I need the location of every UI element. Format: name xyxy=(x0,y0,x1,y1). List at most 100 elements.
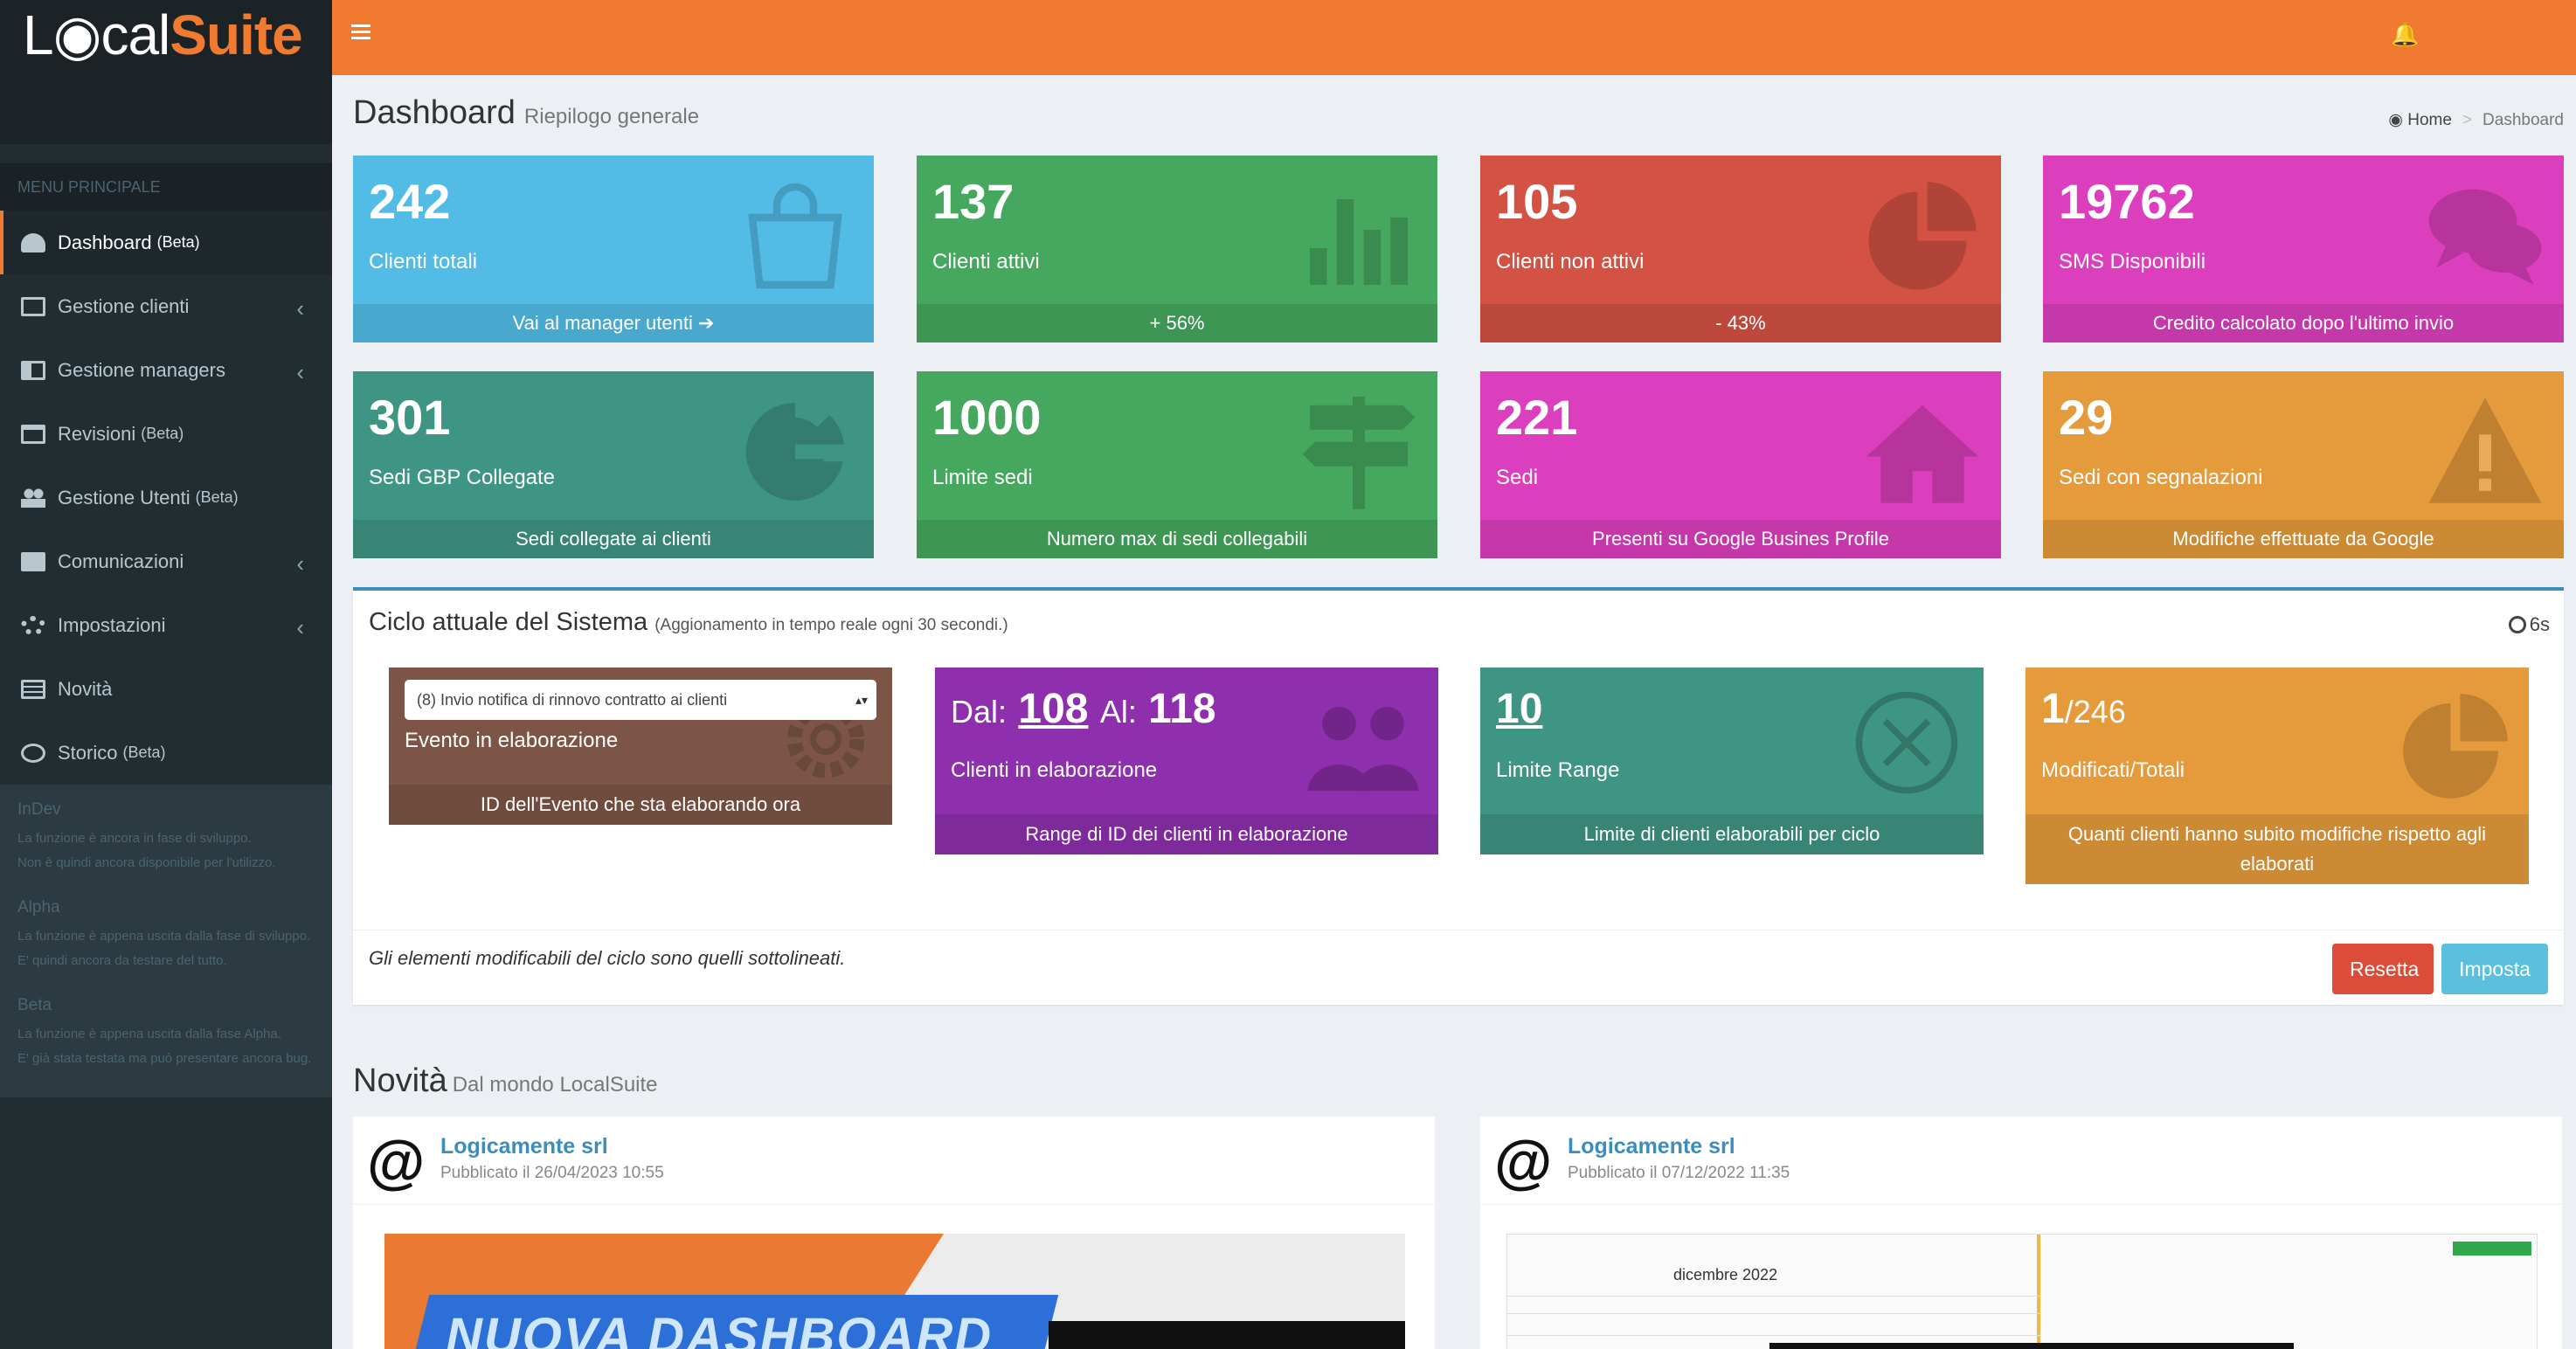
news-post: @ Logicamente srl Pubblicato il 26/04/20… xyxy=(353,1117,1435,1349)
breadcrumb-home[interactable]: Home xyxy=(2407,111,2452,129)
limit-value[interactable]: 10 xyxy=(1496,686,1543,732)
stat-value: 221 xyxy=(1496,390,1578,445)
dashboard-icon xyxy=(21,232,45,253)
chevron-left-icon: ‹ xyxy=(296,550,304,577)
cycle-panel: Ciclo attuale del Sistema (Aggionamento … xyxy=(353,587,2564,1005)
sidebar-item-storico[interactable]: Storico (Beta) xyxy=(0,721,332,785)
sidebar-item-label: Impostazioni xyxy=(58,613,166,636)
news-title: Novità xyxy=(353,1062,447,1099)
breadcrumb: ◉ Home > Dashboard xyxy=(2388,110,2564,130)
sidebar-item-novita[interactable]: Novità xyxy=(0,657,332,721)
legend-line: E' già stata testata ma può presentare a… xyxy=(17,1051,312,1066)
sidebar-item-badge: (Beta) xyxy=(122,744,166,761)
range-from-value[interactable]: 108 xyxy=(1018,686,1089,732)
calendar-row xyxy=(1507,1296,2040,1297)
legend-line: La funzione è appena uscita dalla fase d… xyxy=(17,929,311,944)
client-card-icon xyxy=(21,296,45,316)
legend-line: E' quindi ancora da testare del tutto. xyxy=(17,953,227,968)
chevron-left-icon: ‹ xyxy=(296,614,304,640)
range-footer: Range di ID dei clienti in elaborazione xyxy=(935,814,1438,854)
bar-chart-icon xyxy=(1310,199,1408,285)
timer-value: 6s xyxy=(2529,613,2550,635)
shopping-bag-icon xyxy=(748,183,842,289)
legend-description: La funzione è appena uscita dalla fase A… xyxy=(17,1022,315,1071)
at-sign-icon: @ xyxy=(367,1129,426,1195)
set-button[interactable]: Imposta xyxy=(2441,944,2548,994)
range-label: Clienti in elaborazione xyxy=(951,758,1158,782)
sidebar-item-gestione-managers[interactable]: Gestione managers ‹ xyxy=(0,338,332,402)
image-dark-block xyxy=(1049,1321,1405,1349)
post-date: Pubblicato il 07/12/2022 11:35 xyxy=(1568,1164,1790,1182)
logo[interactable]: L◉calSuite xyxy=(0,0,332,144)
gear-icon xyxy=(21,615,45,635)
post-author[interactable]: Logicamente srl xyxy=(1568,1134,1735,1159)
sidebar-item-badge: (Beta) xyxy=(156,233,200,251)
stat-footer: Sedi collegate ai clienti xyxy=(353,520,874,558)
stat-value: 29 xyxy=(2059,390,2114,445)
limit-footer: Limite di clienti elaborabili per ciclo xyxy=(1480,814,1984,854)
post-author[interactable]: Logicamente srl xyxy=(440,1134,608,1159)
dashboard-icon: ◉ xyxy=(2388,111,2408,129)
range-to-value: 118 xyxy=(1148,686,1216,732)
range-to-label: Al: xyxy=(1099,694,1137,730)
post-divider xyxy=(353,1204,1435,1205)
news-subtitle: Dal mondo LocalSuite xyxy=(452,1073,658,1096)
sidebar-item-revisioni[interactable]: Revisioni (Beta) xyxy=(0,402,332,466)
post-image[interactable]: NUOVA DASHBOARD xyxy=(384,1234,1405,1349)
calendar-row xyxy=(1507,1335,2040,1336)
bell-icon[interactable]: 🔔 xyxy=(2391,21,2420,47)
page-title: Dashboard xyxy=(353,94,516,131)
cycle-title: Ciclo attuale del Sistema (Aggionamento … xyxy=(369,608,1008,637)
event-select[interactable]: (8) Invio notifica di rinnovo contratto … xyxy=(405,680,876,720)
reset-button[interactable]: Resetta xyxy=(2332,944,2434,994)
stat-label: Sedi GBP Collegate xyxy=(369,466,556,489)
at-sign-icon: @ xyxy=(1494,1129,1553,1195)
limit-box: 10 Limite Range Limite di clienti elabor… xyxy=(1480,668,1984,854)
modified-label: Modificati/Totali xyxy=(2041,758,2185,782)
modified-box: 1/246 Modificati/Totali Quanti clienti h… xyxy=(2025,668,2529,884)
stat-value: 105 xyxy=(1496,174,1578,229)
sidebar-item-comunicazioni[interactable]: Comunicazioni ‹ xyxy=(0,529,332,593)
stat-footer: Credito calcolato dopo l'ultimo invio xyxy=(2043,304,2564,342)
stat-label: Sedi xyxy=(1496,466,1539,489)
calendar-month: dicembre 2022 xyxy=(1673,1266,1778,1283)
news-header: Novità Dal mondo LocalSuite xyxy=(353,1062,658,1100)
page-subtitle: Riepilogo generale xyxy=(523,105,700,128)
close-circle-icon xyxy=(1855,691,1958,794)
calendar-preview: dicembre 2022 xyxy=(1507,1235,2040,1349)
refresh-timer: 6s xyxy=(2508,613,2550,636)
sidebar-item-impostazioni[interactable]: Impostazioni ‹ xyxy=(0,593,332,657)
image-headline: NUOVA DASHBOARD xyxy=(446,1308,994,1349)
stat-value: 242 xyxy=(369,174,451,229)
sidebar-item-badge: (Beta) xyxy=(141,425,184,442)
image-green-tag xyxy=(2453,1242,2531,1256)
sidebar-item-dashboard[interactable]: Dashboard (Beta) xyxy=(0,211,332,274)
post-image[interactable]: dicembre 2022 xyxy=(1506,1234,2538,1349)
stat-label: Limite sedi xyxy=(932,466,1033,489)
sidebar-item-label: Gestione Utenti xyxy=(58,486,190,508)
range-box: Dal: 108 Al: 118 Clienti in elaborazione… xyxy=(935,668,1438,854)
stat-footer-link[interactable]: Vai al manager utenti ➔ xyxy=(353,304,874,342)
post-date: Pubblicato il 26/04/2023 10:55 xyxy=(440,1164,664,1182)
sidebar-item-gestione-utenti[interactable]: Gestione Utenti (Beta) xyxy=(0,466,332,529)
sidebar-item-label: Storico xyxy=(58,741,118,764)
legend-line: La funzione è ancora in fase di sviluppo… xyxy=(17,831,252,846)
range-from-label: Dal: xyxy=(951,694,1008,730)
logo-suite: Suite xyxy=(170,3,302,66)
sidebar-item-label: Dashboard xyxy=(58,231,152,253)
event-label: Evento in elaborazione xyxy=(405,729,619,752)
id-card-icon xyxy=(21,360,45,380)
stat-value: 137 xyxy=(932,174,1014,229)
clock-icon xyxy=(2508,616,2526,633)
image-dark-block xyxy=(1769,1343,2294,1349)
gear-icon xyxy=(786,700,865,778)
range-values: Dal: 108 Al: 118 xyxy=(951,683,1216,738)
hamburger-icon[interactable] xyxy=(351,24,370,40)
sidebar-item-gestione-clienti[interactable]: Gestione clienti ‹ xyxy=(0,274,332,338)
event-footer: ID dell'Evento che sta elaborando ora xyxy=(389,785,892,825)
modified-footer: Quanti clienti hanno subito modifiche ri… xyxy=(2025,814,2529,884)
stat-value: 1000 xyxy=(932,390,1042,445)
stat-footer: + 56% xyxy=(917,304,1437,342)
stat-label: Clienti non attivi xyxy=(1496,250,1645,273)
post-divider xyxy=(1480,1204,2562,1205)
